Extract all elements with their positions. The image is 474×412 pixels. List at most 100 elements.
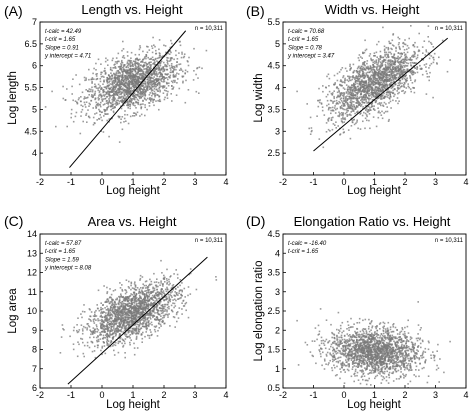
data-point xyxy=(118,88,121,90)
data-point xyxy=(107,90,109,92)
data-point xyxy=(110,317,113,319)
data-point xyxy=(362,77,365,79)
data-point xyxy=(76,355,79,358)
data-point xyxy=(137,330,140,333)
data-point xyxy=(356,106,359,108)
data-point xyxy=(146,299,149,302)
data-point xyxy=(348,88,350,91)
data-point xyxy=(102,337,104,340)
data-point xyxy=(406,44,409,47)
data-point xyxy=(416,67,419,69)
data-point xyxy=(412,73,415,75)
data-point xyxy=(157,73,159,75)
data-point xyxy=(110,86,113,89)
data-point xyxy=(158,303,161,305)
data-point xyxy=(120,88,123,91)
data-point xyxy=(367,79,370,81)
data-point xyxy=(379,69,382,72)
data-point xyxy=(154,95,156,98)
data-point xyxy=(140,287,142,289)
data-point xyxy=(90,331,93,333)
data-point xyxy=(370,66,373,69)
data-point xyxy=(122,331,125,333)
data-point xyxy=(168,278,170,281)
data-point xyxy=(344,99,347,101)
data-point xyxy=(356,98,358,101)
data-point xyxy=(129,91,132,93)
data-point xyxy=(167,301,170,304)
data-point xyxy=(163,89,166,92)
data-point xyxy=(140,106,142,109)
data-point xyxy=(161,76,164,79)
data-point xyxy=(149,323,151,325)
data-point xyxy=(392,61,395,63)
data-point xyxy=(115,309,118,312)
data-point xyxy=(116,81,119,83)
data-point xyxy=(153,328,156,331)
data-point xyxy=(387,91,390,93)
data-point xyxy=(109,334,112,336)
data-point xyxy=(122,339,125,342)
data-point xyxy=(374,83,376,86)
data-point xyxy=(369,53,372,55)
data-point xyxy=(342,128,345,131)
data-point xyxy=(145,321,148,323)
data-point xyxy=(115,73,118,75)
data-point xyxy=(406,70,409,72)
data-point xyxy=(381,73,383,76)
data-point xyxy=(149,76,152,79)
data-point xyxy=(82,120,84,123)
data-point xyxy=(62,328,64,330)
data-point xyxy=(120,63,122,65)
data-point xyxy=(406,56,408,59)
data-point xyxy=(376,43,378,46)
data-point xyxy=(396,69,399,71)
data-point xyxy=(181,289,183,292)
data-point xyxy=(163,293,166,295)
data-point xyxy=(129,81,132,84)
data-point xyxy=(101,318,103,321)
data-point xyxy=(162,70,164,73)
data-point xyxy=(154,300,156,302)
data-point xyxy=(102,83,104,85)
data-point xyxy=(141,314,144,316)
data-point xyxy=(156,94,158,96)
data-point xyxy=(78,343,80,346)
data-point xyxy=(413,50,415,53)
data-point xyxy=(188,56,190,59)
data-point xyxy=(127,59,129,62)
data-point xyxy=(114,310,117,313)
data-point xyxy=(346,103,349,105)
data-point xyxy=(145,90,148,92)
data-point xyxy=(360,80,363,83)
data-point xyxy=(118,295,120,298)
data-point xyxy=(166,93,169,95)
data-point xyxy=(157,329,159,332)
data-point xyxy=(405,55,408,58)
data-point xyxy=(330,109,332,112)
data-point xyxy=(133,89,136,91)
data-point xyxy=(148,49,151,51)
data-point xyxy=(159,64,162,67)
data-point xyxy=(130,82,133,84)
data-point xyxy=(309,133,312,135)
data-point xyxy=(137,62,139,64)
data-point xyxy=(110,109,112,111)
data-point xyxy=(390,72,392,75)
data-point xyxy=(124,77,127,79)
data-point xyxy=(387,120,390,122)
data-point xyxy=(405,74,407,76)
data-point xyxy=(111,299,114,302)
data-point xyxy=(167,57,169,59)
data-point xyxy=(364,95,367,97)
data-point xyxy=(137,99,140,102)
data-point xyxy=(379,65,381,68)
data-point xyxy=(333,90,335,92)
data-point xyxy=(372,61,374,64)
data-point xyxy=(152,299,154,301)
data-point xyxy=(158,56,160,59)
data-point xyxy=(142,75,145,78)
data-point xyxy=(354,76,356,79)
data-point xyxy=(94,113,96,115)
data-point xyxy=(385,79,387,81)
